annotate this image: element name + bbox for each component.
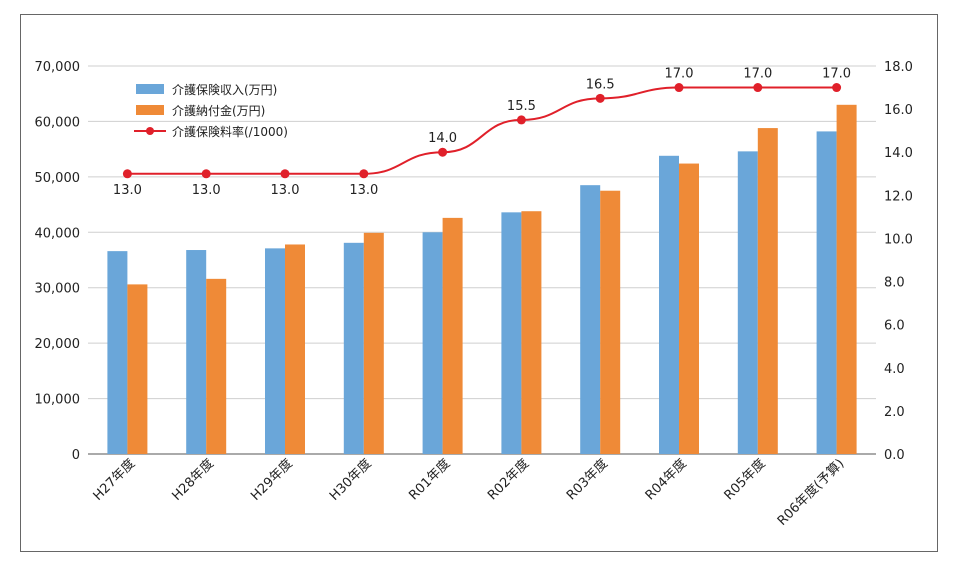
bar-revenue [186, 250, 207, 454]
y-right-tick-label: 0.0 [884, 448, 905, 463]
bar-revenue [107, 251, 128, 454]
rate-point [595, 93, 605, 103]
y-left-tick-label: 70,000 [35, 60, 81, 75]
rate-point [674, 83, 684, 93]
rate-point [359, 169, 369, 179]
rate-data-label: 13.0 [192, 183, 221, 198]
bar-contribution [679, 163, 699, 454]
bar-contribution [600, 190, 621, 454]
y-right-tick-label: 18.0 [884, 60, 913, 75]
y-left-tick-label: 30,000 [35, 282, 81, 297]
legend-label: 介護保険収入(万円) [172, 82, 277, 97]
bar-revenue [265, 248, 285, 454]
x-category-label: H28年度 [169, 456, 217, 504]
bar-contribution [442, 217, 463, 454]
rate-point [753, 83, 763, 93]
x-category-label: R04年度 [642, 456, 690, 504]
bar-revenue [343, 242, 364, 454]
rate-data-label: 13.0 [113, 183, 142, 198]
y-right-tick-label: 6.0 [884, 319, 905, 334]
y-right-tick-label: 8.0 [884, 276, 905, 291]
rate-data-label: 13.0 [271, 183, 300, 198]
bar-contribution [836, 104, 857, 455]
rate-data-label: 16.5 [586, 77, 615, 92]
rate-data-label: 14.0 [428, 131, 457, 146]
legend: 介護保険収入(万円) 介護納付金(万円) 介護保険料率(/1000) [134, 82, 288, 139]
legend-label: 介護保険料率(/1000) [172, 124, 288, 139]
rate-line-path [127, 86, 837, 175]
legend-label: 介護納付金(万円) [172, 103, 265, 118]
y-left-tick-label: 50,000 [35, 171, 81, 186]
legend-swatch [136, 105, 164, 115]
rate-point [122, 169, 132, 179]
bar-revenue [501, 212, 522, 454]
x-category-label: H30年度 [326, 456, 374, 504]
rate-point [280, 169, 290, 179]
rate-data-label: 15.5 [507, 99, 536, 114]
axes: 0 10,000 20,000 30,000 40,000 50,000 60,000 70,… [35, 60, 913, 529]
bar-contribution [285, 244, 305, 454]
bar-contribution [363, 232, 384, 454]
rate-point [438, 147, 448, 157]
bar-revenue [580, 185, 601, 454]
rate-data-label: 17.0 [822, 67, 851, 82]
rate-line: 13.0 13.0 13.0 13.0 14.0 15.5 16.5 17.0 17.0 17.0 [113, 67, 851, 198]
y-left-tick-label: 60,000 [35, 115, 81, 130]
rate-data-label: 13.0 [349, 183, 378, 198]
rate-data-label: 17.0 [743, 67, 772, 82]
rate-point [516, 115, 526, 125]
y-left-tick-label: 20,000 [35, 337, 81, 352]
x-category-label: H27年度 [90, 456, 138, 504]
rate-point [201, 169, 211, 179]
legend-swatch [136, 84, 164, 94]
y-right-tick-label: 12.0 [884, 189, 913, 204]
bar-revenue [737, 151, 758, 455]
y-right-tick-label: 10.0 [884, 232, 913, 247]
x-category-label: R02年度 [484, 456, 532, 504]
x-category-label: H29年度 [248, 456, 296, 504]
y-right-tick-label: 2.0 [884, 405, 905, 420]
bars [107, 104, 857, 455]
x-category-label: R01年度 [406, 456, 454, 504]
bar-contribution [127, 284, 148, 454]
y-left-tick-label: 10,000 [35, 393, 81, 408]
y-right-tick-label: 14.0 [884, 146, 913, 161]
x-category-label: R05年度 [721, 456, 769, 504]
chart-frame [20, 14, 938, 552]
bar-contribution [757, 128, 778, 454]
bar-revenue [816, 131, 837, 455]
bar-revenue [422, 232, 443, 454]
bar-contribution [521, 211, 542, 454]
rate-point [832, 83, 842, 93]
x-category-label: R03年度 [563, 456, 611, 504]
bar-revenue [659, 155, 679, 454]
y-right-tick-label: 4.0 [884, 362, 905, 377]
rate-data-label: 17.0 [665, 67, 694, 82]
y-left-tick-label: 40,000 [35, 226, 81, 241]
x-category-label: R06年度(予算) [774, 456, 847, 529]
bar-contribution [206, 278, 227, 454]
legend-swatch-marker [146, 127, 154, 135]
y-right-tick-label: 16.0 [884, 103, 913, 118]
y-left-tick-label: 0 [72, 448, 80, 463]
